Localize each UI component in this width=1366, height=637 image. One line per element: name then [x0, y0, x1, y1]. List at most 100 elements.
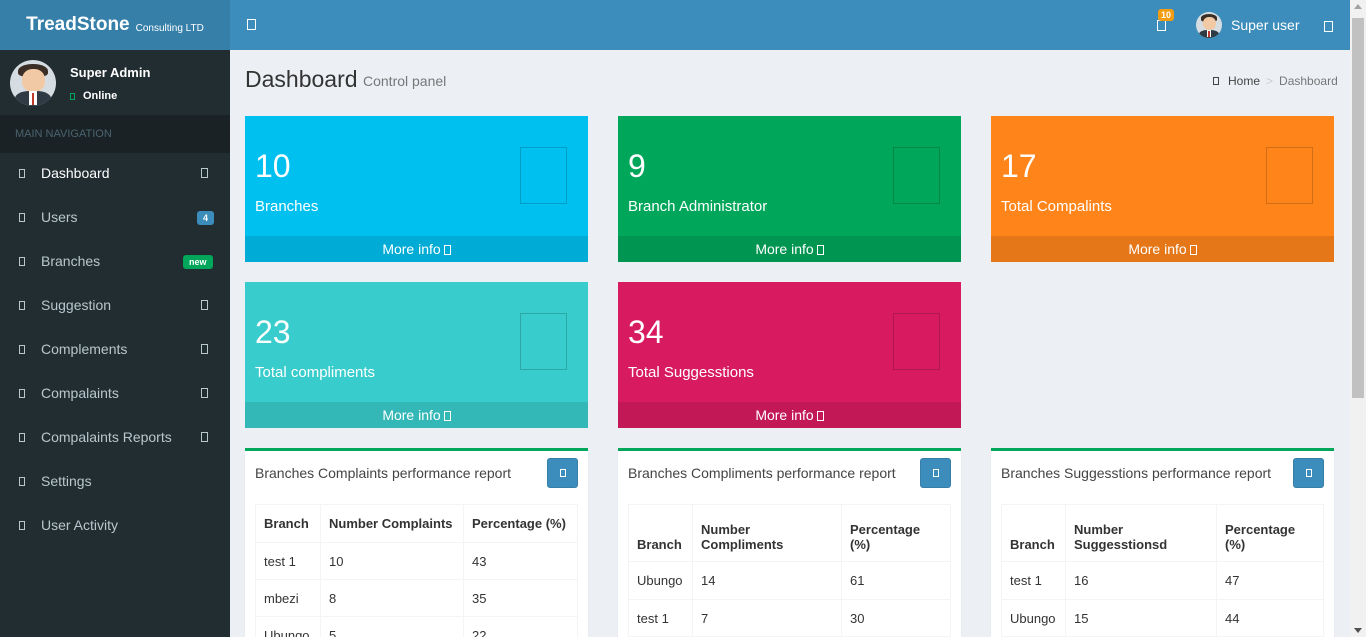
sidebar-item-settings[interactable]: Settings	[0, 460, 230, 504]
chevron-left-icon	[201, 300, 208, 310]
column-header: Number Suggesstionsd	[1065, 504, 1217, 562]
scroll-up-icon[interactable]	[1354, 4, 1362, 9]
cell: test 1	[1001, 561, 1066, 600]
scroll-down-icon[interactable]	[1354, 628, 1362, 633]
stat-label: Total Compalints	[1001, 198, 1112, 215]
sidebar-item-label: Compalaints Reports	[41, 429, 172, 445]
column-header: Percentage (%)	[841, 504, 951, 562]
cell: 7	[692, 599, 842, 637]
breadcrumb: Home > Dashboard	[1213, 74, 1338, 88]
table-row: Ubungo 15 44	[1001, 599, 1324, 637]
sidebar-item-label: User Activity	[41, 517, 119, 533]
cell: test 1	[628, 599, 693, 637]
cell: 5	[320, 616, 464, 637]
more-info-link[interactable]: More info	[245, 402, 588, 428]
scrollbar-thumb[interactable]	[1352, 18, 1364, 398]
table-row: test 1 10 43	[255, 542, 578, 580]
minus-icon	[559, 469, 566, 477]
table-row: Ubungo 14 61	[628, 561, 951, 600]
sidebar-item-suggestion[interactable]: Suggestion	[0, 284, 230, 328]
cell: test 1	[255, 542, 321, 580]
sidebar-item-dashboard[interactable]: Dashboard	[0, 152, 230, 196]
stat-box-branch-administrator: 9 Branch Administrator More info	[618, 116, 961, 262]
arrow-circle-right-icon	[443, 411, 451, 422]
sidebar-item-label: Suggestion	[41, 297, 112, 313]
online-dot-icon	[70, 92, 75, 100]
user-avatar	[1196, 12, 1222, 38]
column-header: Number Complaints	[320, 504, 464, 543]
more-info-label: More info	[382, 241, 441, 257]
more-info-link[interactable]: More info	[618, 236, 961, 262]
breadcrumb-separator: >	[1266, 74, 1274, 88]
cell: Ubungo	[255, 616, 321, 637]
control-sidebar-gear-icon[interactable]	[1324, 18, 1333, 36]
top-navbar: 10 Super user	[230, 0, 1350, 50]
column-header: Percentage (%)	[463, 504, 578, 543]
table-row: test 1 7 30	[628, 599, 951, 637]
sidebar-item-label: Branches	[41, 253, 101, 269]
nav-header: MAIN NAVIGATION	[0, 115, 230, 153]
more-info-label: More info	[382, 407, 441, 423]
more-info-label: More info	[1128, 241, 1187, 257]
stat-box-total-compliments: 23 Total compliments More info	[245, 282, 588, 428]
sidebar-user-name: Super Admin	[70, 65, 151, 80]
complements-icon	[19, 345, 25, 354]
stat-label: Branches	[255, 198, 319, 215]
sidebar-item-branches[interactable]: Branches new	[0, 240, 230, 284]
table-row: Ubungo 5 22	[255, 616, 578, 637]
stat-label: Total compliments	[255, 364, 376, 381]
report-compliments: Branches Compliments performance report …	[618, 448, 961, 637]
chevron-left-icon	[201, 432, 208, 442]
cell: 47	[1216, 561, 1324, 600]
more-info-label: More info	[755, 407, 814, 423]
more-info-link[interactable]: More info	[618, 402, 961, 428]
sidebar-user-avatar	[10, 60, 56, 106]
users-count-badge: 4	[197, 211, 215, 225]
stat-bg-icon	[520, 147, 567, 204]
report-table: Branch Number Complaints Percentage (%) …	[255, 504, 578, 637]
stat-value: 17	[1001, 148, 1037, 184]
collapse-button[interactable]	[920, 458, 951, 488]
stat-value: 34	[628, 314, 664, 350]
collapse-button[interactable]	[1293, 458, 1324, 488]
chevron-left-icon	[201, 168, 208, 178]
stat-box-total-complaints: 17 Total Compalints More info	[991, 116, 1334, 262]
new-badge: new	[183, 255, 213, 269]
stat-value: 9	[628, 148, 646, 184]
collapse-button[interactable]	[547, 458, 578, 488]
arrow-circle-right-icon	[816, 411, 824, 422]
sidebar-toggle-icon[interactable]	[244, 16, 258, 32]
more-info-link[interactable]: More info	[991, 236, 1334, 262]
sidebar-user-panel: Super Admin Online	[0, 50, 230, 115]
brand-name: TreadStone	[26, 14, 130, 35]
user-menu[interactable]: Super user	[1196, 12, 1299, 38]
users-icon	[19, 213, 25, 222]
report-title: Branches Complaints performance report	[255, 465, 512, 481]
app-logo[interactable]: TreadStone Consulting LTD	[0, 0, 230, 50]
sidebar-item-compalaints-reports[interactable]: Compalaints Reports	[0, 416, 230, 460]
more-info-label: More info	[755, 241, 814, 257]
sidebar-item-compalaints[interactable]: Compalaints	[0, 372, 230, 416]
arrow-circle-right-icon	[816, 245, 824, 256]
settings-icon	[19, 477, 25, 486]
more-info-link[interactable]: More info	[245, 236, 588, 262]
reports-icon	[19, 433, 25, 442]
cell: 14	[692, 561, 842, 600]
sidebar-item-complements[interactable]: Complements	[0, 328, 230, 372]
breadcrumb-home[interactable]: Home	[1228, 74, 1261, 88]
stat-value: 23	[255, 314, 291, 350]
report-title: Branches Compliments performance report	[628, 465, 896, 481]
brand-subtitle: Consulting LTD	[135, 22, 204, 34]
cell: 10	[320, 542, 464, 580]
sidebar: Super Admin Online MAIN NAVIGATION Dashb…	[0, 50, 230, 637]
dashboard-icon	[19, 169, 25, 178]
sidebar-item-user-activity[interactable]: User Activity	[0, 504, 230, 548]
cell: 30	[841, 599, 951, 637]
stat-bg-icon	[893, 147, 940, 204]
chevron-left-icon	[201, 388, 208, 398]
sidebar-item-label: Complements	[41, 341, 128, 357]
sidebar-item-users[interactable]: Users 4	[0, 196, 230, 240]
arrow-circle-right-icon	[1189, 245, 1197, 256]
branches-icon	[19, 257, 25, 266]
stat-box-branches: 10 Branches More info	[245, 116, 588, 262]
